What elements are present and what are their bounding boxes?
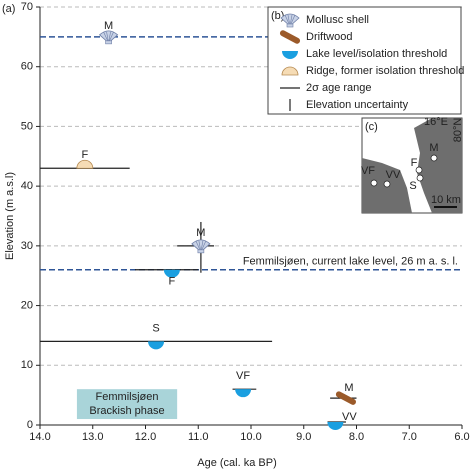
lake-level [163, 269, 180, 278]
map-label: (c) [365, 121, 378, 133]
lake-level [282, 51, 298, 59]
point-label: M [344, 382, 353, 394]
mollusc-shell [191, 239, 211, 254]
icon-part [327, 422, 344, 431]
icon-part [197, 249, 205, 254]
x-tick-label: 8.0 [349, 431, 364, 443]
x-axis-label: Age (cal. ka BP) [197, 457, 276, 469]
icon-part [148, 341, 165, 350]
driftwood [279, 30, 301, 44]
legend-text: Mollusc shell [306, 14, 369, 26]
map-site-label: M [429, 142, 438, 154]
icon-part [98, 30, 119, 44]
legend-box [267, 6, 462, 115]
lake-level [327, 422, 344, 431]
x-tick-label: 10.0 [240, 431, 261, 443]
map-scale-label: 10 km [431, 194, 461, 206]
panel-label: (a) [2, 3, 15, 15]
map-site [430, 154, 438, 162]
x-tick-label: 11.0 [188, 431, 209, 443]
icon-part [191, 239, 211, 253]
lake-level [235, 389, 252, 398]
y-tick-label: 20 [21, 299, 33, 311]
icon-part [279, 30, 301, 44]
icon-part [235, 389, 252, 398]
y-tick-label: 40 [21, 180, 33, 192]
point-label: F [169, 276, 176, 288]
y-tick-label: 10 [21, 359, 33, 371]
x-tick-label: 9.0 [296, 431, 311, 443]
y-tick-label: 60 [21, 61, 33, 73]
icon-part [76, 159, 94, 169]
phase-label: Femmilsjøen [96, 391, 159, 403]
icon-part [282, 51, 298, 59]
map-lon: 16°E [424, 116, 448, 128]
map-site [370, 179, 378, 187]
y-tick-label: 30 [21, 240, 33, 252]
point-label: S [152, 322, 159, 334]
x-tick-label: 13.0 [82, 431, 103, 443]
point-label: VF [236, 370, 250, 382]
mollusc-shell [98, 30, 119, 45]
map-site-label: VF [361, 165, 375, 177]
driftwood [335, 391, 357, 405]
legend-label: (b) [271, 10, 284, 22]
map-site [383, 180, 391, 188]
map-lat: 80°N [452, 118, 464, 143]
legend-text: Ridge, former isolation threshold [306, 65, 464, 77]
point-label: M [196, 227, 205, 239]
reference-label: Femmilsjøen, current lake level, 26 m a.… [243, 256, 458, 268]
phase-label: Brackish phase [89, 405, 164, 417]
legend-text: Lake level/isolation threshold [306, 48, 447, 60]
point-label: M [104, 20, 113, 32]
map-site [415, 166, 423, 174]
map-site-label: S [409, 180, 416, 192]
legend-text: Driftwood [306, 31, 352, 43]
lake-level [148, 341, 165, 350]
map-site-label: VV [386, 169, 401, 181]
icon-part [105, 40, 112, 45]
y-tick-label: 70 [21, 1, 33, 13]
legend-text: 2σ age range [306, 82, 372, 94]
map-site [416, 174, 424, 182]
icon-part [335, 391, 357, 405]
y-axis-label: Elevation (m a.s.l) [4, 172, 16, 260]
map-land [414, 118, 462, 213]
icon-part [281, 66, 299, 76]
phase-box [76, 389, 178, 420]
y-tick-label: 50 [21, 120, 33, 132]
map-site-label: F [411, 157, 418, 169]
point-label: VV [342, 411, 357, 423]
icon-part [280, 13, 300, 27]
mollusc-shell [280, 13, 300, 28]
icon-part [286, 23, 294, 28]
legend-text: Elevation uncertainty [306, 99, 409, 111]
point-label: F [81, 149, 88, 161]
x-tick-label: 7.0 [402, 431, 417, 443]
x-tick-label: 6.0 [454, 431, 469, 443]
icon-part [163, 269, 180, 278]
y-tick-label: 0 [27, 419, 33, 431]
x-tick-label: 12.0 [135, 431, 156, 443]
x-tick-label: 14.0 [29, 431, 50, 443]
ridge [76, 159, 94, 169]
ridge [281, 66, 299, 76]
